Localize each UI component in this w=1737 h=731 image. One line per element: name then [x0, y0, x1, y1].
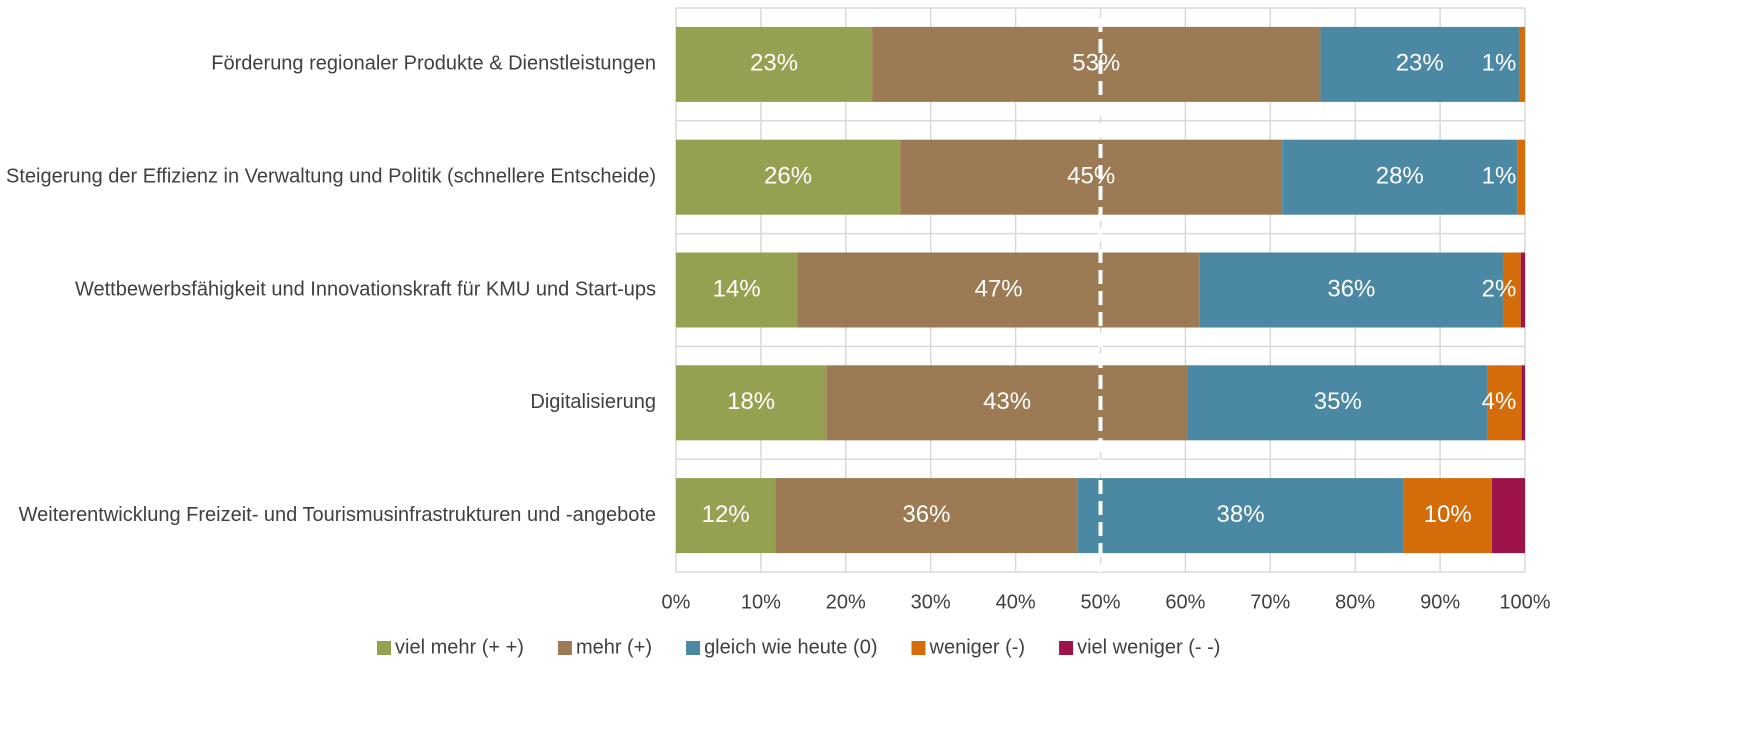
data-label: 23% — [1396, 50, 1444, 77]
data-label: 1% — [1482, 163, 1517, 190]
bar-segment — [1517, 139, 1525, 215]
data-label: 28% — [1376, 163, 1424, 190]
legend-swatch — [686, 641, 701, 655]
y-tick-label: Wettbewerbsfähigkeit und Innovationskraf… — [75, 278, 656, 300]
legend-label: viel mehr (+ +) — [395, 636, 524, 658]
data-label: 26% — [764, 163, 812, 190]
data-label: 4% — [1482, 388, 1517, 415]
bar-segment — [676, 26, 873, 102]
x-tick-label: 70% — [1250, 591, 1290, 613]
x-tick-label: 0% — [662, 591, 691, 613]
bar-segment — [900, 139, 1283, 215]
bar-segment — [1199, 252, 1503, 328]
legend-swatch — [911, 641, 926, 655]
data-label: 10% — [1424, 501, 1472, 528]
bar-segment — [1187, 365, 1488, 441]
bar-segment — [1487, 365, 1522, 441]
data-label: 18% — [727, 388, 775, 415]
data-label: 47% — [975, 275, 1023, 302]
bar-segment — [1403, 478, 1492, 554]
x-tick-label: 80% — [1335, 591, 1375, 613]
bar-segment — [775, 478, 1078, 554]
data-label: 35% — [1314, 388, 1362, 415]
y-tick-label: Weiterentwicklung Freizeit- und Tourismu… — [19, 504, 656, 526]
legend-label: weniger (-) — [929, 636, 1026, 658]
bar-segment — [676, 478, 776, 554]
x-tick-label: 40% — [996, 591, 1036, 613]
x-tick-label: 10% — [741, 591, 781, 613]
legend-label: viel weniger (- -) — [1077, 636, 1220, 658]
bar-segment — [1520, 252, 1525, 328]
data-label: 14% — [713, 275, 761, 302]
x-tick-label: 60% — [1165, 591, 1205, 613]
data-label: 23% — [750, 50, 798, 77]
y-tick-label: Digitalisierung — [530, 391, 656, 413]
x-tick-label: 100% — [1499, 591, 1550, 613]
bar-segment — [872, 26, 1321, 102]
data-label: 36% — [1327, 275, 1375, 302]
data-label: 36% — [902, 501, 950, 528]
legend-label: gleich wie heute (0) — [704, 636, 877, 658]
bar-segment — [1491, 478, 1525, 554]
bar-segment — [826, 365, 1188, 441]
bar-segment — [1502, 252, 1521, 328]
bar-segment — [797, 252, 1200, 328]
data-label: 1% — [1482, 50, 1517, 77]
data-label: 43% — [983, 388, 1031, 415]
data-label: 45% — [1067, 163, 1115, 190]
x-tick-label: 20% — [826, 591, 866, 613]
legend-swatch — [377, 641, 391, 655]
x-tick-label: 30% — [911, 591, 951, 613]
bar-segment — [1282, 139, 1518, 215]
data-label: 38% — [1217, 501, 1265, 528]
legend-label: mehr (+) — [576, 636, 652, 658]
bar-segment — [676, 365, 827, 441]
bar-segment — [676, 139, 901, 215]
data-label: 12% — [702, 501, 750, 528]
x-tick-label: 50% — [1080, 591, 1120, 613]
bar-segment — [1320, 26, 1520, 102]
y-tick-label: Steigerung der Effizienz in Verwaltung u… — [6, 165, 656, 187]
legend-swatch — [557, 641, 572, 655]
data-label: 2% — [1482, 275, 1517, 302]
y-tick-label: Förderung regionaler Produkte & Dienstle… — [211, 53, 656, 75]
bar-segment — [1519, 26, 1525, 102]
legend-swatch — [1059, 641, 1074, 655]
bar-segment — [1521, 365, 1525, 441]
data-label: 53% — [1072, 50, 1120, 77]
bar-segment — [676, 252, 798, 328]
x-tick-label: 90% — [1420, 591, 1460, 613]
bar-segment — [1077, 478, 1404, 554]
